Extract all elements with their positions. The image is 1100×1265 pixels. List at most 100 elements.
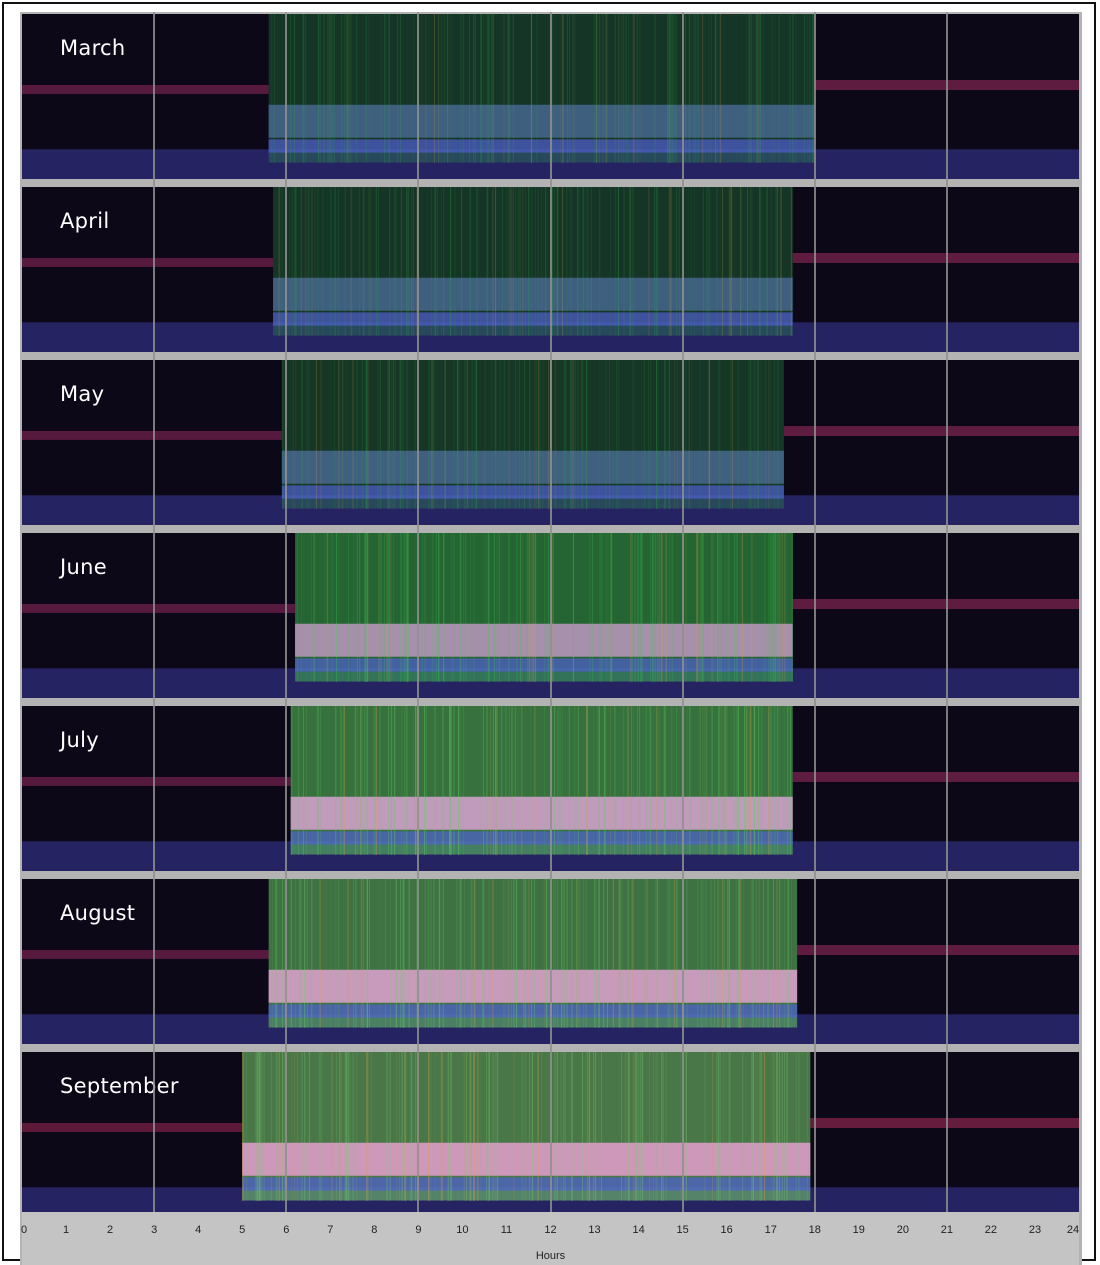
spectral-streak	[625, 14, 627, 163]
spectral-streak	[571, 360, 573, 509]
spectral-streak	[369, 879, 370, 1028]
spectral-streak	[581, 1052, 583, 1201]
spectral-streak	[476, 360, 478, 509]
spectral-streak	[753, 706, 755, 855]
spectral-streak	[467, 360, 469, 509]
spectral-streak	[530, 706, 532, 855]
spectral-streak	[405, 1052, 407, 1201]
spectral-streak	[495, 706, 496, 855]
x-tick-label: 6	[283, 1224, 290, 1236]
spectral-streak	[678, 187, 680, 336]
spectral-streak	[586, 706, 588, 855]
spectral-streak	[581, 360, 583, 509]
spectral-streak	[356, 1052, 358, 1201]
spectral-streak	[471, 879, 473, 1028]
spectral-streak	[646, 879, 648, 1028]
spectral-streak	[559, 706, 561, 855]
spectral-streak	[343, 706, 344, 855]
spectral-streak	[568, 1052, 570, 1201]
spectral-streak	[537, 187, 539, 336]
spectral-streak	[763, 14, 765, 163]
spectral-streak	[354, 706, 356, 855]
spectral-streak	[762, 706, 764, 855]
spectral-streak	[625, 14, 627, 163]
spectral-streak	[348, 533, 349, 682]
spectral-streak	[521, 360, 523, 509]
spectral-streak	[411, 187, 413, 336]
spectral-streak	[531, 1052, 533, 1201]
spectral-streak	[388, 187, 390, 336]
spectral-streak	[496, 533, 498, 682]
spectral-streak	[582, 187, 584, 336]
spectral-streak	[784, 533, 786, 682]
spectral-streak	[301, 360, 303, 509]
spectral-streak	[768, 533, 770, 682]
spectral-streak	[740, 187, 742, 336]
spectral-streak	[339, 1052, 341, 1201]
night-band-left	[22, 430, 282, 440]
spectral-streak	[553, 187, 555, 336]
spectral-streak	[476, 1052, 478, 1201]
spectral-streak	[787, 706, 789, 855]
spectral-streak	[428, 1052, 430, 1201]
spectral-streak	[566, 879, 568, 1028]
spectral-streak	[577, 360, 579, 509]
spectral-streak	[298, 706, 300, 855]
spectral-streak	[628, 14, 630, 163]
spectral-streak	[469, 187, 471, 336]
spectral-streak	[594, 879, 595, 1028]
spectral-streak	[665, 1052, 667, 1201]
spectral-streak	[326, 533, 328, 682]
spectral-streak	[612, 879, 614, 1028]
spectral-streak	[788, 879, 790, 1028]
spectral-streak	[528, 187, 530, 336]
spectral-streak	[515, 360, 517, 509]
spectral-streak	[574, 360, 576, 509]
spectral-streak	[551, 187, 553, 336]
spectral-streak	[331, 14, 333, 163]
spectral-streak	[334, 187, 336, 336]
spectral-streak	[466, 360, 468, 509]
spectral-streak	[389, 187, 391, 336]
spectral-streak	[433, 879, 434, 1028]
spectral-streak	[573, 360, 575, 509]
spectral-streak	[410, 1052, 412, 1201]
spectral-streak	[726, 706, 728, 855]
spectrogram-april	[22, 187, 1079, 352]
spectral-streak	[689, 360, 690, 509]
spectral-streak	[327, 533, 329, 682]
spectral-streak	[639, 14, 641, 163]
spectral-streak	[364, 533, 366, 682]
spectral-streak	[444, 14, 446, 163]
spectral-streak	[400, 533, 402, 682]
spectral-streak	[781, 1052, 783, 1201]
spectral-streak	[459, 706, 461, 855]
spectral-streak	[545, 187, 547, 336]
spectral-streak	[594, 1052, 596, 1201]
spectral-streak	[301, 360, 303, 509]
spectral-streak	[667, 14, 669, 163]
spectral-streak	[282, 1052, 284, 1201]
spectral-streak	[407, 187, 409, 336]
spectral-streak	[795, 1052, 797, 1201]
spectral-streak	[651, 14, 653, 163]
spectral-streak	[434, 187, 436, 336]
spectral-streak	[561, 879, 563, 1028]
spectral-streak	[304, 187, 306, 336]
spectral-streak	[512, 14, 514, 163]
spectral-streak	[773, 360, 775, 509]
spectral-streak	[243, 1052, 245, 1201]
x-tick-label: 20	[896, 1224, 909, 1236]
spectral-streak	[449, 187, 451, 336]
spectral-streak	[530, 14, 532, 163]
spectral-streak	[791, 533, 793, 682]
spectral-streak	[718, 1052, 720, 1201]
spectral-streak	[738, 879, 740, 1028]
spectral-streak	[696, 533, 698, 682]
spectral-streak	[395, 187, 397, 336]
spectral-streak	[431, 533, 433, 682]
spectral-streak	[295, 360, 297, 509]
spectral-streak	[346, 360, 348, 509]
spectral-streak	[589, 1052, 591, 1201]
spectral-streak	[410, 14, 412, 163]
